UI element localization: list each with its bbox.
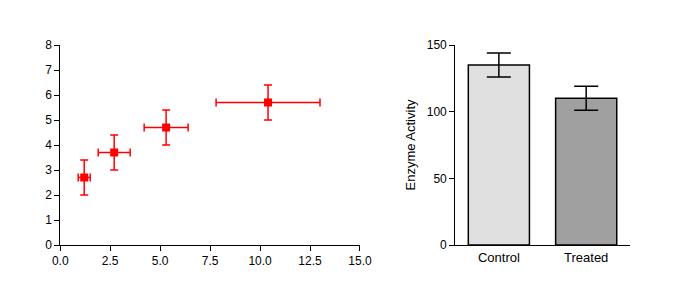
svg-text:5: 5 [45, 113, 52, 127]
svg-text:0: 0 [45, 238, 52, 252]
svg-text:1: 1 [45, 213, 52, 227]
svg-text:6: 6 [45, 88, 52, 102]
svg-text:4: 4 [45, 138, 52, 152]
svg-text:8: 8 [45, 38, 52, 52]
svg-text:10.0: 10.0 [248, 254, 272, 268]
svg-text:50: 50 [433, 172, 447, 186]
svg-text:5.0: 5.0 [152, 254, 169, 268]
svg-text:100: 100 [427, 105, 447, 119]
svg-text:Treated: Treated [564, 250, 608, 265]
svg-text:2: 2 [45, 188, 52, 202]
svg-text:7: 7 [45, 63, 52, 77]
svg-text:3: 3 [45, 163, 52, 177]
svg-text:0: 0 [440, 238, 447, 252]
svg-text:Enzyme Activity: Enzyme Activity [403, 99, 418, 191]
svg-text:12.5: 12.5 [298, 254, 322, 268]
svg-text:15.0: 15.0 [348, 254, 372, 268]
svg-text:150: 150 [427, 38, 447, 52]
svg-text:7.5: 7.5 [202, 254, 219, 268]
svg-text:0.0: 0.0 [52, 254, 69, 268]
svg-text:Control: Control [478, 250, 520, 265]
svg-text:2.5: 2.5 [102, 254, 119, 268]
